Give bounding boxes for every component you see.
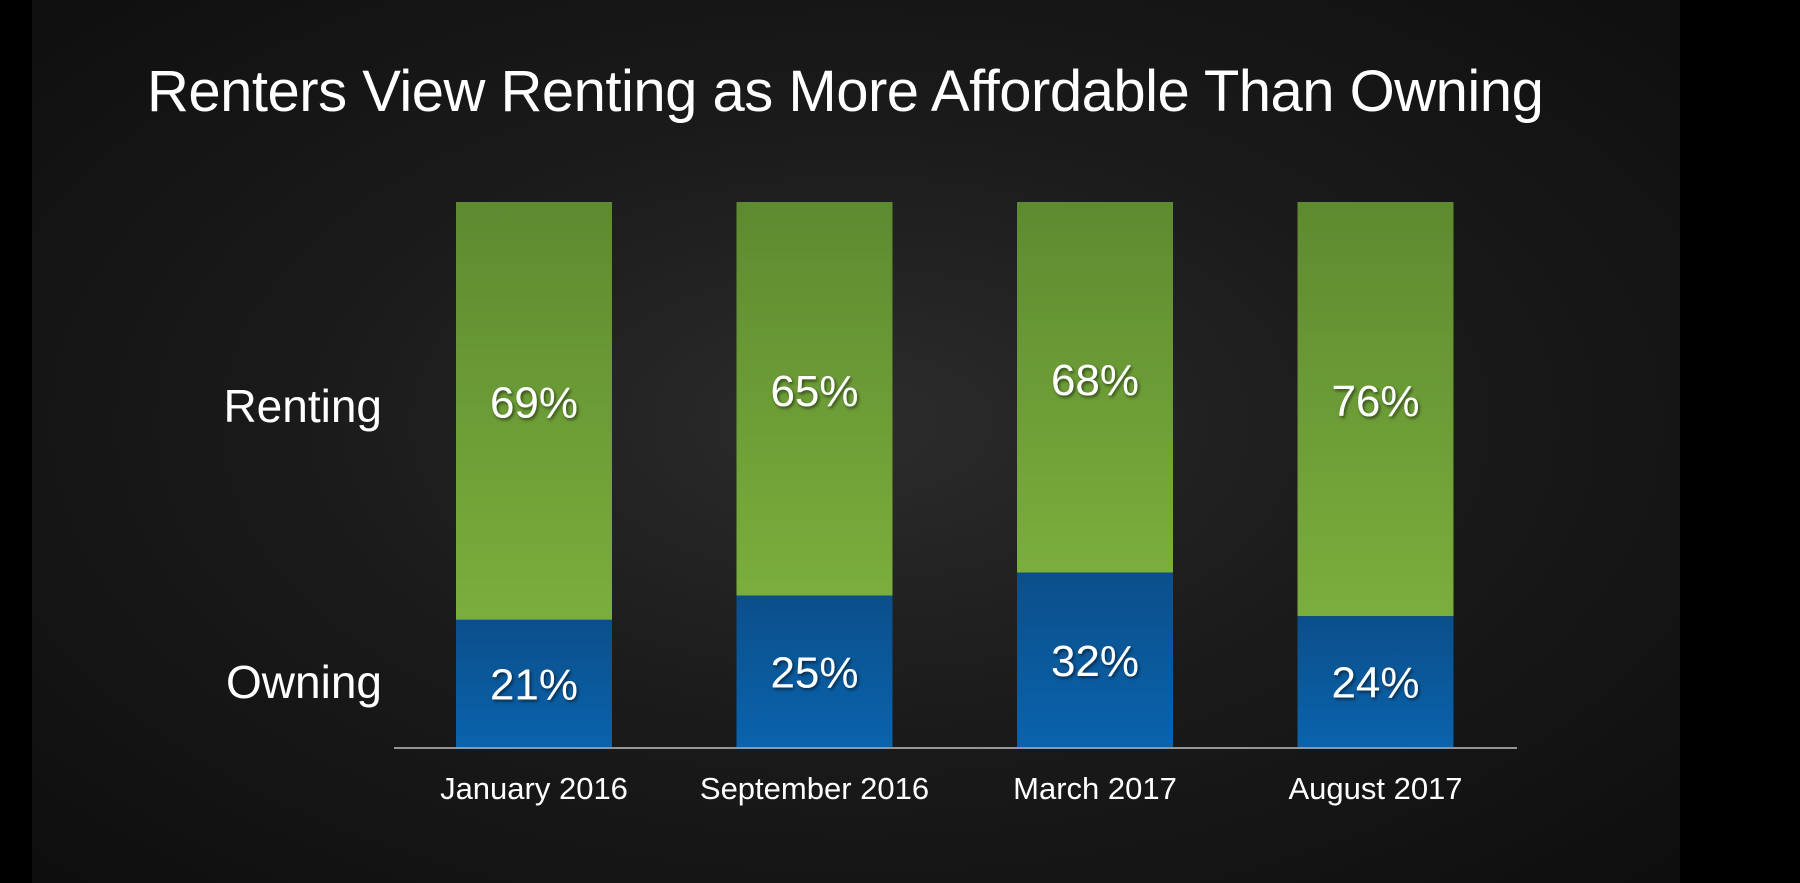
row-label-renting: Renting	[223, 380, 382, 432]
right-margin	[1680, 0, 1800, 883]
data-label-renting-3: 68%	[1051, 356, 1139, 405]
data-label-renting-4: 76%	[1331, 377, 1419, 426]
row-label-owning: Owning	[226, 656, 382, 708]
category-label-3: March 2017	[1013, 771, 1177, 806]
bars-group	[394, 202, 1517, 749]
category-label-2: September 2016	[700, 771, 929, 806]
data-label-owning-3: 32%	[1051, 637, 1139, 686]
bar-owning-4	[1297, 616, 1454, 747]
bar-renting-4	[1297, 202, 1454, 617]
slide-title: Renters View Renting as More Affordable …	[147, 59, 1544, 124]
category-label-1: January 2016	[440, 771, 628, 806]
bar-owning-1	[456, 619, 612, 747]
category-label-4: August 2017	[1288, 771, 1462, 806]
data-label-owning-1: 21%	[490, 660, 578, 709]
data-label-renting-2: 65%	[770, 367, 858, 416]
data-label-owning-4: 24%	[1331, 659, 1419, 708]
data-label-owning-2: 25%	[770, 648, 858, 697]
stacked-bar-chart: 69% 21% January 2016 65% 25% September 2016 68…	[223, 202, 1517, 806]
slide: Renters View Renting as More Affordable …	[32, 0, 1680, 883]
bar-renting-3	[1017, 202, 1173, 573]
data-label-renting-1: 69%	[490, 379, 578, 428]
bar-renting-2	[736, 202, 893, 596]
bar-owning-2	[736, 595, 893, 747]
bar-owning-3	[1017, 572, 1173, 747]
labels-group: 69% 21% January 2016 65% 25% September 2016 68…	[223, 356, 1462, 806]
bar-renting-1	[456, 202, 612, 620]
